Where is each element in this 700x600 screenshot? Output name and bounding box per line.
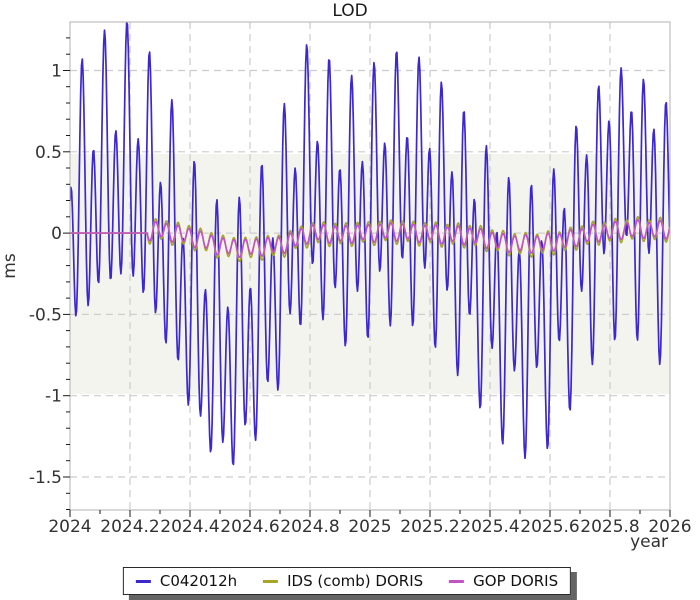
x-tick-label: 2024 — [48, 517, 91, 537]
legend-item-gop-doris: GOP DORIS — [449, 572, 558, 590]
x-tick-label: 2025 — [348, 517, 391, 537]
y-tick-label: 0 — [51, 224, 62, 244]
x-tick-label: 2025.8 — [580, 517, 639, 537]
lod-chart: 2024 2024.2 2024.4 2024.6 2024.8 2025 2025.2 20… — [0, 1, 692, 552]
y-tick-label: -0.5 — [29, 305, 62, 325]
y-tick-label: -1 — [45, 387, 62, 407]
x-tick-label: 2024.6 — [220, 517, 279, 537]
x-tick-label: 2025.4 — [460, 517, 519, 537]
y-axis-label: ms — [0, 253, 20, 279]
chart-title: LOD — [332, 1, 367, 21]
y-tick-label: 0.5 — [35, 143, 62, 163]
y-tick-label: 1 — [51, 62, 62, 82]
legend-swatch-ids-doris — [263, 579, 279, 583]
series-line-gop-doris — [70, 219, 670, 259]
x-tick-label: 2025.6 — [520, 517, 579, 537]
legend-swatch-c042012h — [135, 579, 151, 583]
x-axis-label: year — [630, 532, 668, 552]
legend-item-c042012h: C042012h — [135, 572, 238, 590]
legend-label-c042012h: C042012h — [159, 572, 238, 590]
legend: C042012h IDS (comb) DORIS GOP DORIS — [122, 567, 572, 595]
legend-label-ids-doris: IDS (comb) DORIS — [287, 572, 424, 590]
legend-label-gop-doris: GOP DORIS — [473, 572, 559, 590]
x-tick-label: 2024.4 — [160, 517, 219, 537]
x-tick-label: 2024.8 — [280, 517, 339, 537]
series-lines — [70, 22, 670, 466]
legend-swatch-gop-doris — [449, 579, 465, 583]
legend-item-ids-doris: IDS (comb) DORIS — [263, 572, 423, 590]
x-tick-label: 2024.2 — [100, 517, 159, 537]
series-line-c042012h — [70, 22, 670, 466]
y-tick-label: -1.5 — [29, 468, 62, 488]
x-tick-label: 2026 — [648, 517, 691, 537]
axis-tick-labels: 2024 2024.2 2024.4 2024.6 2024.8 2025 2025.2 20… — [29, 62, 692, 538]
axis-ticks — [63, 37, 671, 517]
x-tick-label: 2025.2 — [400, 517, 459, 537]
